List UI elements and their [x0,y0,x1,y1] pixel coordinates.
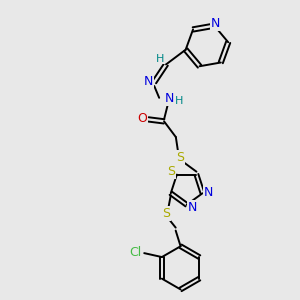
Text: N: N [144,75,153,88]
Text: N: N [211,17,220,30]
Text: S: S [176,151,184,164]
Text: H: H [156,53,164,64]
Text: Cl: Cl [129,246,142,259]
Text: S: S [162,207,170,220]
Text: O: O [137,112,147,125]
Text: H: H [175,96,183,106]
Text: N: N [204,186,213,199]
Text: N: N [164,92,174,105]
Text: N: N [188,201,197,214]
Text: S: S [167,165,175,178]
